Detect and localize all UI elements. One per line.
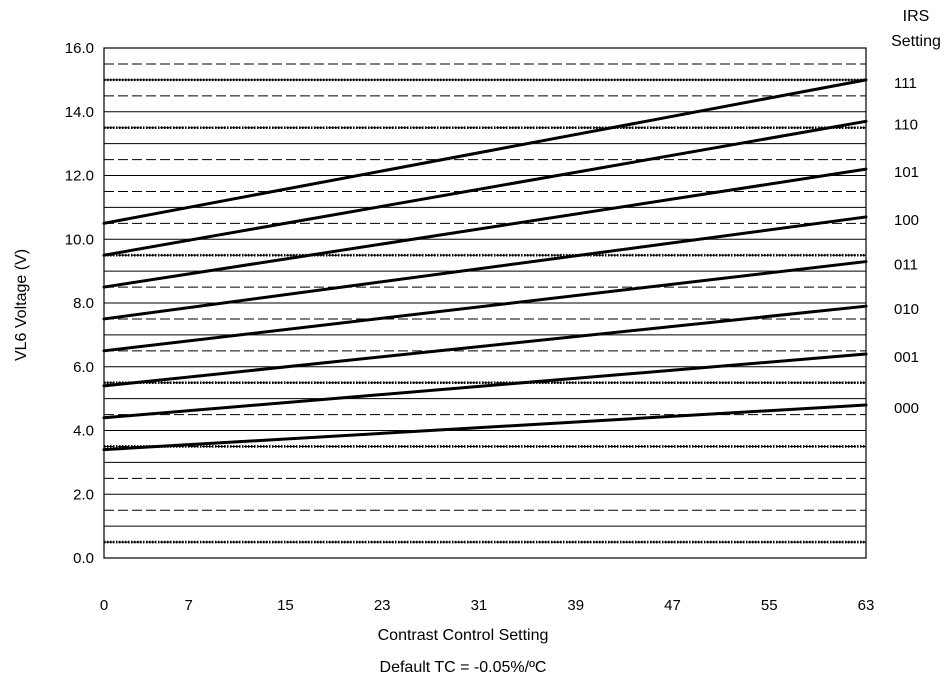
y-tick-label: 2.0 — [73, 486, 94, 503]
series-line-001 — [104, 354, 866, 418]
legend-label-111: 111 — [894, 75, 917, 92]
series-line-111 — [104, 80, 866, 223]
legend-label-101: 101 — [894, 164, 919, 181]
y-tick-label: 0.0 — [73, 550, 94, 567]
y-tick-label: 14.0 — [65, 104, 94, 121]
x-tick-label: 39 — [567, 597, 584, 614]
x-tick-label: 0 — [100, 597, 108, 614]
y-tick-label: 16.0 — [65, 40, 94, 57]
legend-label-011: 011 — [894, 257, 918, 274]
legend-label-000: 000 — [894, 400, 919, 417]
legend-label-001: 001 — [894, 349, 919, 366]
series-line-010 — [104, 306, 866, 386]
x-tick-label: 63 — [858, 597, 875, 614]
irs-setting-labels: 000 001 010 011 100 101 110 111 — [894, 75, 919, 417]
y-tick-label: 6.0 — [73, 359, 94, 376]
x-tick-labels: 0 7 15 23 31 39 47 55 63 — [100, 597, 875, 614]
x-tick-label: 15 — [277, 597, 294, 614]
x-tick-label: 55 — [761, 597, 778, 614]
series-line-011 — [104, 262, 866, 351]
chart-subtitle: Default TC = -0.05%/ºC — [380, 659, 547, 676]
y-tick-label: 12.0 — [65, 168, 94, 185]
y-tick-label: 8.0 — [73, 295, 94, 312]
y-tick-label: 10.0 — [65, 231, 94, 248]
x-tick-label: 23 — [374, 597, 391, 614]
legend-label-010: 010 — [894, 301, 919, 318]
x-axis-label: Contrast Control Setting — [378, 627, 549, 644]
series-lines — [104, 80, 866, 450]
y-tick-labels: 0.0 2.0 4.0 6.0 8.0 10.0 12.0 14.0 16.0 — [65, 40, 94, 567]
y-tick-label: 4.0 — [73, 423, 94, 440]
legend-label-100: 100 — [894, 212, 919, 229]
legend-title-setting: Setting — [891, 33, 941, 50]
x-tick-label: 31 — [471, 597, 488, 614]
series-line-000 — [104, 405, 866, 450]
x-tick-label: 7 — [184, 597, 192, 614]
legend-label-110: 110 — [894, 116, 918, 133]
y-axis-label: VL6 Voltage (V) — [13, 249, 30, 361]
legend-title-irs: IRS — [903, 8, 930, 25]
x-tick-label: 47 — [664, 597, 681, 614]
